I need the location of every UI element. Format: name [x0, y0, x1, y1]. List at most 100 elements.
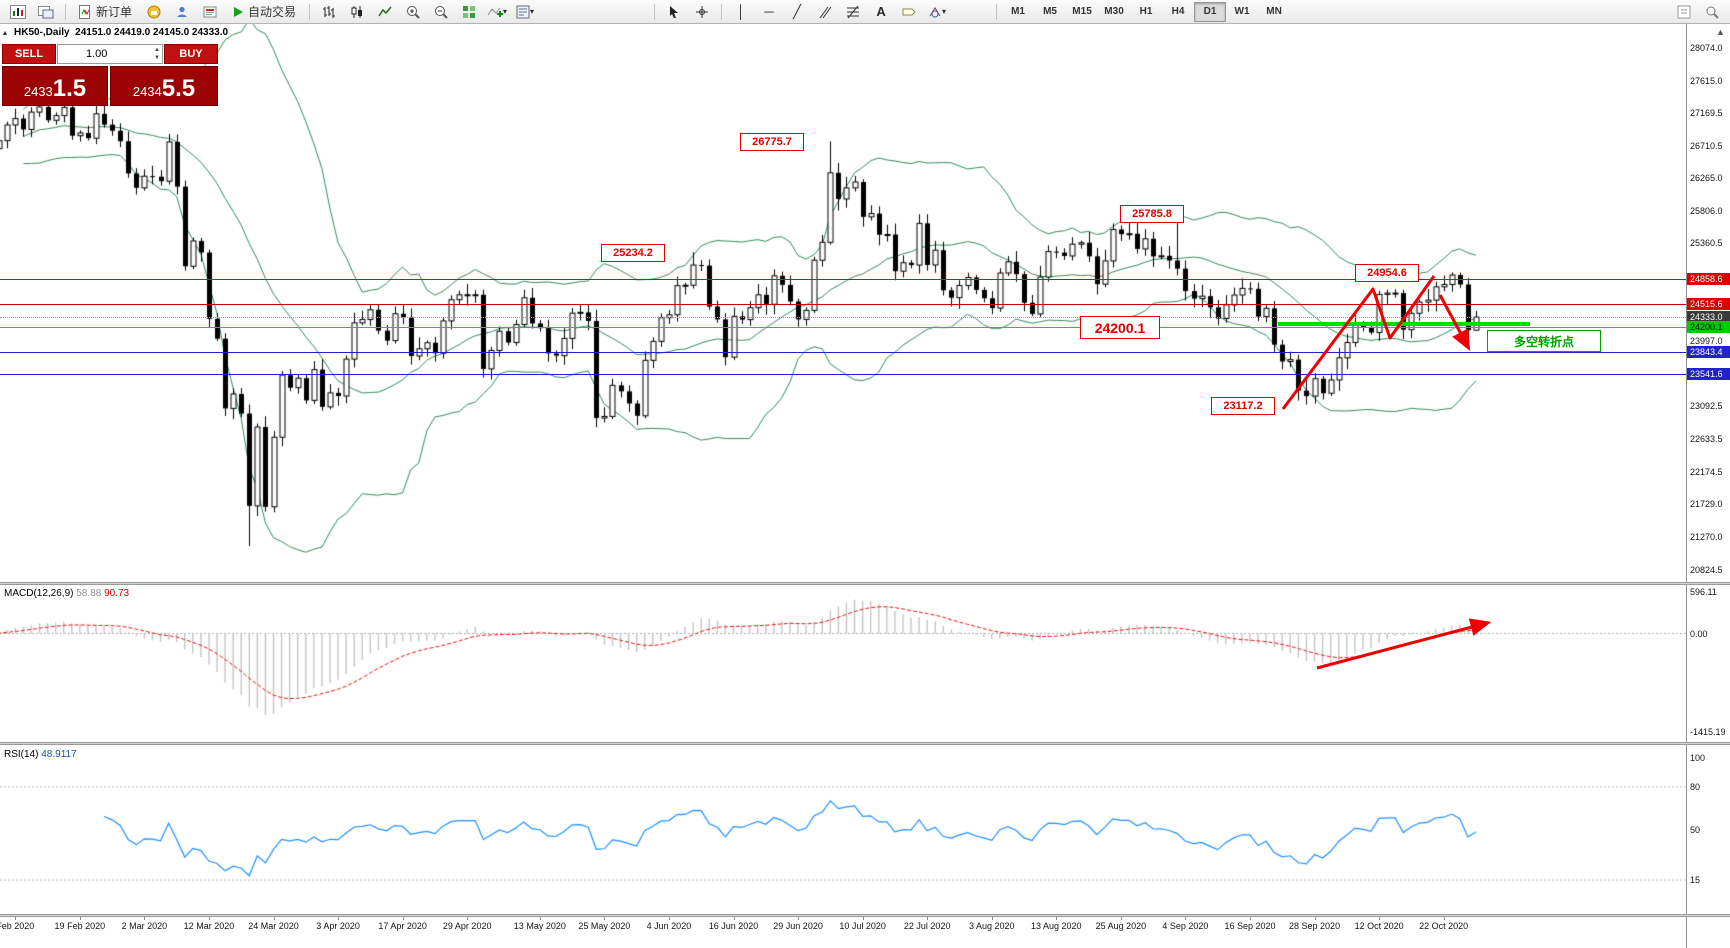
templates-dropdown-icon: ▾	[530, 6, 535, 16]
search-button[interactable]	[1699, 1, 1725, 23]
rsi-axis-tick: 100	[1690, 753, 1706, 763]
horizontal-line-tool-button[interactable]: ─	[764, 4, 774, 19]
horizontal-level-line[interactable]	[0, 326, 1686, 328]
price-axis-tick: 27615.0	[1690, 76, 1723, 87]
chart-profiles-button[interactable]	[33, 1, 59, 23]
horizontal-level-line[interactable]	[0, 303, 1686, 305]
new-order-label: 新订单	[96, 5, 133, 19]
price-text-label[interactable]: 26775.7	[740, 133, 804, 151]
auto-trading-button[interactable]: 自动交易	[225, 1, 303, 23]
pivot-text-label[interactable]: 多空转折点	[1487, 330, 1601, 352]
price-text-label[interactable]: 25785.8	[1120, 205, 1184, 223]
timeframe-button-H1[interactable]: H1	[1139, 6, 1153, 17]
time-axis-label: 17 Apr 2020	[378, 921, 427, 931]
price-text-label[interactable]: 24954.6	[1355, 264, 1419, 282]
timeframe-button-MN[interactable]: MN	[1266, 6, 1282, 17]
macd-label: MACD(12,26,9) 58.88 90.73	[4, 588, 130, 599]
toolbar-separator	[654, 3, 656, 20]
macd-axis-tick: 596.11	[1690, 587, 1717, 597]
rsi-axis-tick: 15	[1690, 875, 1701, 886]
timeframe-button-D1[interactable]: D1	[1194, 1, 1227, 22]
one-click-trading-panel: SELL 1.00 ▲ ▼ BUY 2433 1.5 2434 5.5	[2, 44, 218, 106]
horizontal-level-line[interactable]	[0, 374, 1686, 376]
price-axis-tick: 25360.5	[1690, 238, 1723, 249]
price-axis-tick: 26710.5	[1690, 141, 1723, 152]
news-icon	[203, 6, 217, 17]
timeframe-button-H4[interactable]: H4	[1171, 6, 1185, 17]
price-text-label[interactable]: 25234.2	[601, 244, 665, 262]
community-button[interactable]	[169, 1, 195, 23]
time-axis-tick	[539, 916, 541, 920]
horizontal-level-line[interactable]	[0, 352, 1686, 354]
lot-decrease-icon[interactable]: ▼	[154, 55, 160, 61]
timeframe-button-M15[interactable]: M15	[1072, 6, 1092, 17]
time-axis-label: 12 Mar 2020	[183, 921, 235, 931]
time-axis-label: 29 Jun 2020	[773, 921, 823, 931]
sell-button[interactable]: SELL	[2, 44, 56, 64]
new-chart-button[interactable]	[5, 1, 31, 23]
news-button[interactable]	[197, 1, 223, 23]
buy-price-display[interactable]: 2434 5.5	[110, 66, 218, 106]
templates-icon	[516, 5, 530, 18]
time-axis-tick	[991, 916, 993, 920]
vertical-line-tool-button[interactable]: │	[736, 4, 746, 19]
trendline-tool-button[interactable]: ╱	[793, 4, 801, 19]
price-axis-tick: 22633.5	[1690, 434, 1723, 445]
zoom-out-button[interactable]	[428, 1, 454, 23]
scroll-marker-icon[interactable]: ▲	[1716, 27, 1725, 37]
timeframe-button-M5[interactable]: M5	[1043, 6, 1057, 17]
rsi-label: RSI(14) 48.9117	[4, 749, 77, 760]
price-text-label[interactable]: 24200.1	[1080, 316, 1160, 339]
candlestick-chart-icon	[351, 5, 363, 18]
crosshair-icon	[696, 5, 709, 18]
price-axis-badge: 23541.6	[1687, 368, 1730, 381]
panel-separator-timeaxis	[0, 914, 1730, 917]
crosshair-button[interactable]	[689, 1, 715, 23]
line-chart-button[interactable]	[372, 1, 398, 23]
sell-price-display[interactable]: 2433 1.5	[2, 66, 108, 106]
tile-windows-button[interactable]	[456, 1, 482, 23]
price-axis-tick: 25806.0	[1690, 206, 1723, 217]
lot-increase-icon[interactable]: ▲	[154, 47, 160, 53]
text-tool-button[interactable]: A	[876, 4, 886, 19]
cursor-button[interactable]	[661, 1, 687, 23]
price-axis-badge: 23843.4	[1687, 346, 1730, 359]
macd-signal-value: 90.73	[104, 588, 130, 599]
timeframe-button-W1[interactable]: W1	[1234, 6, 1250, 17]
indicators-dropdown-icon: ▾	[503, 6, 508, 16]
zoom-in-button[interactable]	[400, 1, 426, 23]
fibonacci-tool-button[interactable]	[840, 1, 866, 23]
buy-button[interactable]: BUY	[164, 44, 218, 64]
indicators-button[interactable]: ▾	[484, 1, 510, 23]
price-text-label[interactable]: 23117.2	[1211, 397, 1275, 415]
time-axis-label: 28 Sep 2020	[1289, 921, 1341, 931]
time-axis-label: 16 Sep 2020	[1224, 921, 1276, 931]
one-click-toggle-icon[interactable]: ▴	[3, 28, 8, 37]
panel-separator-macd[interactable]	[0, 582, 1730, 585]
zoom-out-icon	[435, 5, 448, 19]
templates-button[interactable]: ▾	[512, 1, 538, 23]
candlestick-chart-button[interactable]	[344, 1, 370, 23]
rsi-axis-tick: 50	[1690, 824, 1701, 835]
market-button[interactable]	[141, 1, 167, 23]
rsi-axis-tick: 80	[1690, 781, 1701, 792]
timeframe-button-M1[interactable]: M1	[1011, 6, 1025, 17]
horizontal-level-line[interactable]	[0, 317, 1686, 319]
channel-tool-button[interactable]	[812, 1, 838, 23]
bar-chart-button[interactable]	[316, 1, 342, 23]
bar-chart-icon	[323, 5, 336, 18]
shapes-tool-button[interactable]: ▾	[924, 1, 950, 23]
help-button[interactable]	[1671, 1, 1697, 23]
panel-separator-rsi[interactable]	[0, 742, 1730, 745]
time-axis-tick	[467, 916, 469, 920]
lot-size-input[interactable]: 1.00 ▲ ▼	[57, 44, 163, 64]
timeframe-button-M30[interactable]: M30	[1104, 6, 1124, 17]
rsi-value: 48.9117	[41, 749, 77, 760]
line-chart-icon	[378, 6, 392, 16]
price-axis-tick: 23997.0	[1690, 336, 1723, 347]
help-icon	[1677, 5, 1691, 18]
label-tool-button[interactable]	[896, 1, 922, 23]
new-order-button[interactable]: 新订单	[72, 1, 139, 23]
horizontal-level-line[interactable]	[0, 279, 1686, 281]
